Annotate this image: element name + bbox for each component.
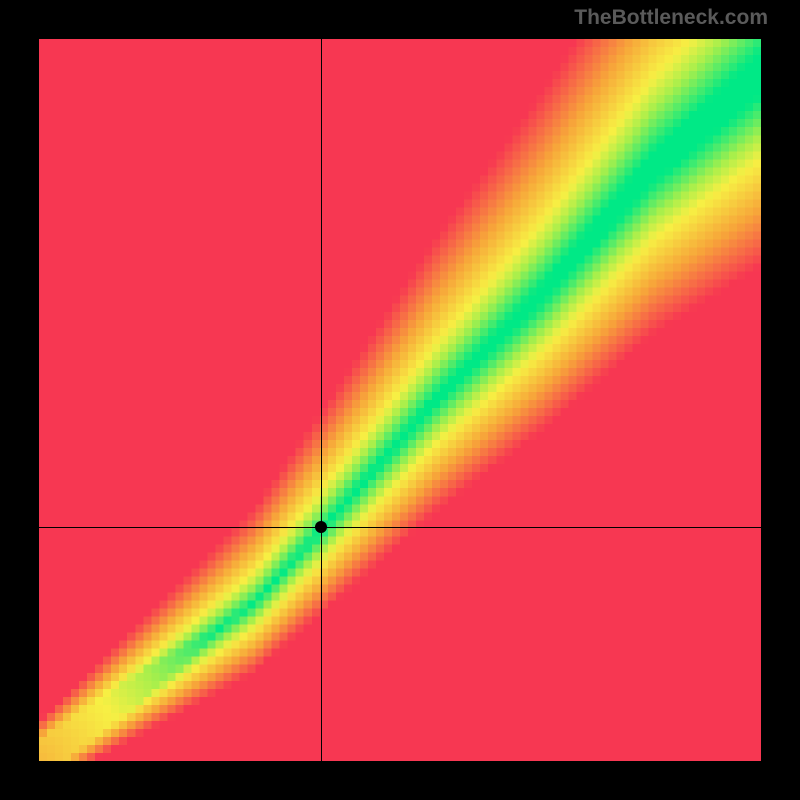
crosshair-vertical: [321, 39, 322, 761]
heatmap-canvas: [39, 39, 761, 761]
marker-dot: [315, 521, 327, 533]
crosshair-horizontal: [39, 527, 761, 528]
heatmap-plot: [39, 39, 761, 761]
watermark-text: TheBottleneck.com: [574, 6, 768, 30]
